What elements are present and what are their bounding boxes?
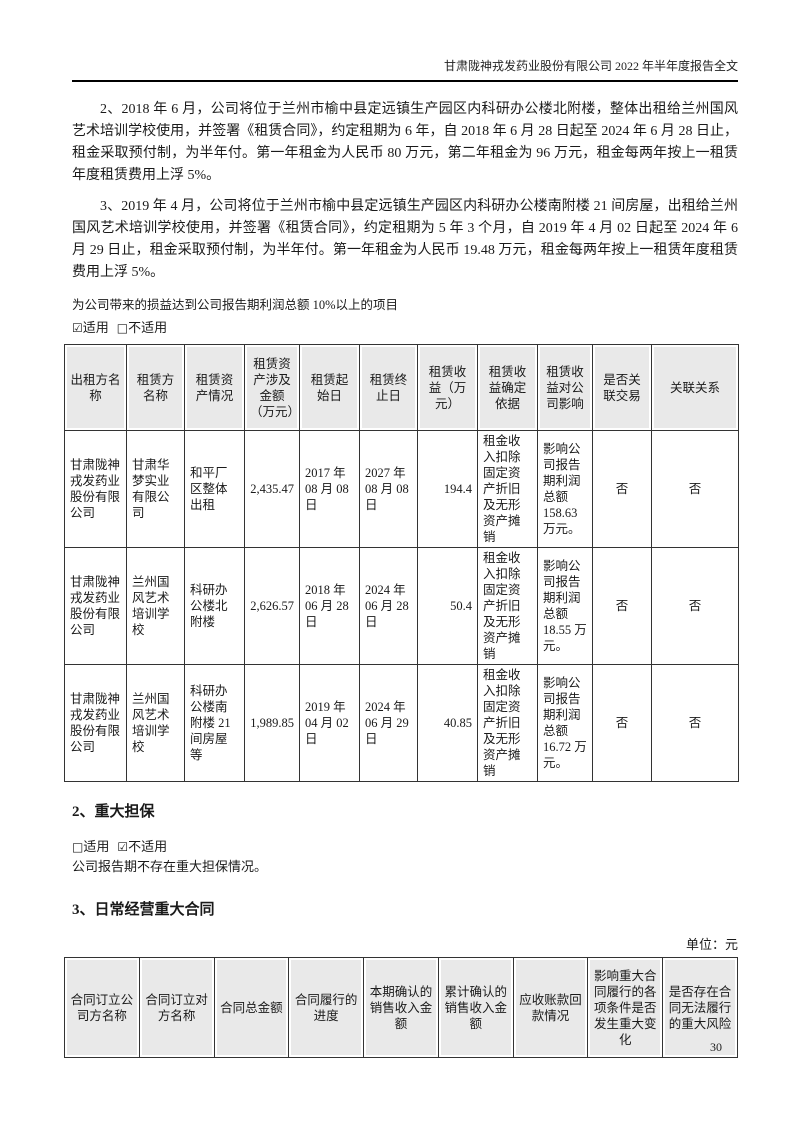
cell-related-transaction: 否	[592, 430, 652, 548]
cell-lessee: 兰州国风艺术培训学校	[126, 547, 185, 665]
cell-amount: 2,435.47	[244, 430, 300, 548]
cell-income-basis: 租金收入扣除固定资产折旧及无形资产摊销	[477, 430, 538, 548]
table-header-row: 合同订立公司方名称 合同订立对方名称 合同总金额 合同履行的进度 本期确认的销售…	[64, 957, 738, 1058]
table-row: 甘肃陇神戎发药业股份有限公司 兰州国风艺术培训学校 科研办公楼北附楼 2,626…	[64, 547, 739, 665]
column-header-cumulative-revenue: 累计确认的销售收入金额	[437, 957, 514, 1058]
column-header-current-revenue: 本期确认的销售收入金额	[363, 957, 439, 1058]
cell-asset: 科研办公楼北附楼	[184, 547, 245, 665]
column-header-income: 租赁收益（万元）	[417, 344, 478, 431]
table-row: 甘肃陇神戎发药业股份有限公司 兰州国风艺术培训学校 科研办公楼南附楼 21 间房…	[64, 664, 739, 782]
checkbox-unchecked-icon: □	[116, 321, 129, 335]
checkbox-unchecked-icon: □	[72, 840, 84, 854]
page-number: 30	[710, 1040, 722, 1054]
section-heading-contracts: 3、日常经营重大合同	[72, 902, 215, 918]
cell-start-date: 2018 年 06 月 28 日	[299, 547, 360, 665]
checkbox-checked-icon: ☑	[72, 321, 83, 335]
cell-end-date: 2027 年 08 月 08 日	[359, 430, 418, 548]
checkbox-checked-icon: ☑	[117, 840, 129, 854]
major-contracts-table: 合同订立公司方名称 合同订立对方名称 合同总金额 合同履行的进度 本期确认的销售…	[64, 957, 738, 1058]
cell-relationship: 否	[651, 547, 739, 665]
column-header-contract-company: 合同订立公司方名称	[64, 957, 140, 1058]
document-title: 甘肃陇神戎发药业股份有限公司 2022 年半年度报告全文	[443, 59, 738, 73]
profit-threshold-note: 为公司带来的损益达到公司报告期利润总额 10%以上的项目	[72, 298, 399, 312]
guarantee-note: 公司报告期不存在重大担保情况。	[72, 859, 268, 874]
unit-label: 单位：元	[685, 937, 738, 952]
cell-relationship: 否	[651, 430, 739, 548]
applicable-label: 适用	[83, 839, 110, 854]
cell-amount: 2,626.57	[244, 547, 300, 665]
cell-lessor: 甘肃陇神戎发药业股份有限公司	[64, 664, 127, 782]
column-header-end-date: 租赁终止日	[359, 344, 418, 431]
cell-lessor: 甘肃陇神戎发药业股份有限公司	[64, 430, 127, 548]
applicability-line-lease: ☑适用 □不适用	[72, 319, 738, 337]
cell-income-basis: 租金收入扣除固定资产折旧及无形资产摊销	[477, 664, 538, 782]
paragraph-lease-2019: 3、2019 年 4 月，公司将位于兰州市榆中县定远镇生产园区内科研办公楼南附楼…	[72, 199, 738, 280]
cell-income-basis: 租金收入扣除固定资产折旧及无形资产摊销	[477, 547, 538, 665]
cell-income: 50.4	[417, 547, 478, 665]
cell-lessee: 兰州国风艺术培训学校	[126, 664, 185, 782]
table-header-row: 出租方名称 租赁方名称 租赁资产情况 租赁资产涉及金额（万元） 租赁起始日 租赁…	[64, 344, 739, 431]
paragraph-lease-2018: 2、2018 年 6 月，公司将位于兰州市榆中县定远镇生产园区内科研办公楼北附楼…	[72, 102, 738, 183]
column-header-performance-risk: 是否存在合同无法履行的重大风险	[662, 957, 738, 1058]
page-content: 甘肃陇神戎发药业股份有限公司 2022 年半年度报告全文 2、2018 年 6 …	[64, 0, 739, 1058]
document-header: 甘肃陇神戎发药业股份有限公司 2022 年半年度报告全文	[72, 0, 738, 82]
cell-income: 194.4	[417, 430, 478, 548]
cell-lessor: 甘肃陇神戎发药业股份有限公司	[64, 547, 127, 665]
column-header-performance-progress: 合同履行的进度	[288, 957, 365, 1058]
column-header-lessor: 出租方名称	[64, 344, 127, 431]
cell-asset: 科研办公楼南附楼 21 间房屋等	[184, 664, 245, 782]
not-applicable-label: 不适用	[128, 320, 168, 335]
cell-company-impact: 影响公司报告期利润总额 158.63 万元。	[537, 430, 593, 548]
cell-income: 40.85	[417, 664, 478, 782]
column-header-income-basis: 租赁收益确定依据	[477, 344, 538, 431]
column-header-company-impact: 租赁收益对公司影响	[537, 344, 593, 431]
section-heading-guarantees: 2、重大担保	[72, 804, 155, 820]
cell-end-date: 2024 年 06 月 28 日	[359, 547, 418, 665]
cell-related-transaction: 否	[592, 664, 652, 782]
column-header-major-changes: 影响重大合同履行的各项条件是否发生重大变化	[587, 957, 664, 1058]
column-header-receivables: 应收账款回款情况	[512, 957, 589, 1058]
cell-start-date: 2017 年 08 月 08 日	[299, 430, 360, 548]
cell-end-date: 2024 年 06 月 29 日	[359, 664, 418, 782]
column-header-start-date: 租赁起始日	[299, 344, 360, 431]
applicability-line-guarantees: □适用 ☑不适用	[72, 838, 738, 856]
cell-company-impact: 影响公司报告期利润总额 16.72 万元。	[537, 664, 593, 782]
column-header-counterparty: 合同订立对方名称	[138, 957, 215, 1058]
column-header-asset: 租赁资产情况	[184, 344, 245, 431]
cell-relationship: 否	[651, 664, 739, 782]
applicable-label: 适用	[82, 320, 109, 335]
cell-amount: 1,989.85	[244, 664, 300, 782]
column-header-relationship: 关联关系	[651, 344, 739, 431]
lease-projects-table: 出租方名称 租赁方名称 租赁资产情况 租赁资产涉及金额（万元） 租赁起始日 租赁…	[64, 344, 739, 782]
cell-asset: 和平厂区整体出租	[184, 430, 245, 548]
cell-lessee: 甘肃华梦实业有限公司	[126, 430, 185, 548]
column-header-related-transaction: 是否关联交易	[592, 344, 652, 431]
column-header-amount: 租赁资产涉及金额（万元）	[244, 344, 300, 431]
table-row: 甘肃陇神戎发药业股份有限公司 甘肃华梦实业有限公司 和平厂区整体出租 2,435…	[64, 430, 739, 548]
column-header-lessee: 租赁方名称	[126, 344, 185, 431]
cell-related-transaction: 否	[592, 547, 652, 665]
column-header-total-amount: 合同总金额	[213, 957, 290, 1058]
not-applicable-label: 不适用	[128, 839, 168, 854]
cell-start-date: 2019 年 04 月 02 日	[299, 664, 360, 782]
cell-company-impact: 影响公司报告期利润总额 18.55 万元。	[537, 547, 593, 665]
